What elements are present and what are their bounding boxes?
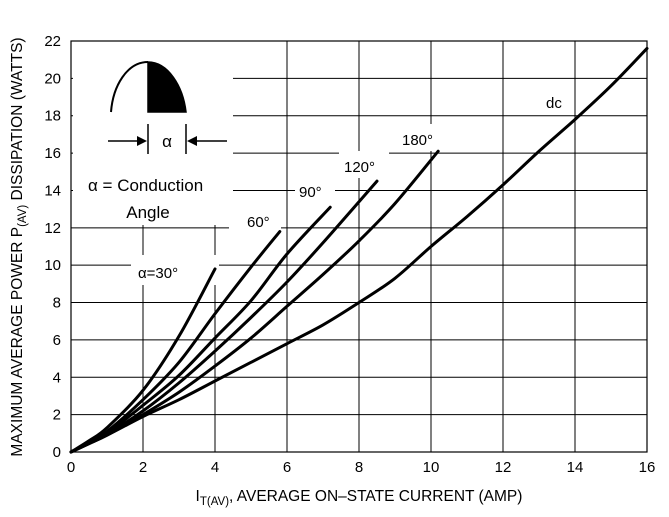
y-tick-label-6: 6 <box>53 332 61 349</box>
x-tick-labels: 0 2 4 6 8 10 12 14 16 <box>67 459 656 476</box>
x-axis-title: IT(AV), AVERAGE ON–STATE CURRENT (AMP) <box>196 488 523 508</box>
x-tick-label-8: 8 <box>355 459 363 476</box>
y-tick-label-16: 16 <box>44 145 61 162</box>
arrow-right-head-icon <box>187 136 197 146</box>
y-tick-label-0: 0 <box>53 444 61 461</box>
curves <box>69 46 649 454</box>
conduction-legend-line1: α = Conduction <box>88 176 203 195</box>
curve-label-180: 180° <box>402 132 433 149</box>
x-tick-label-14: 14 <box>567 459 584 476</box>
y-tick-label-12: 12 <box>44 220 61 237</box>
curve-label-90: 90° <box>299 184 322 201</box>
x-tick-label-4: 4 <box>211 459 219 476</box>
curve-label-30: α=30° <box>138 265 178 282</box>
y-tick-label-2: 2 <box>53 407 61 424</box>
x-tick-label-12: 12 <box>495 459 512 476</box>
y-tick-label-22: 22 <box>44 33 61 50</box>
plot-frame <box>70 40 648 453</box>
label-backgrounds <box>73 37 572 285</box>
conduction-legend-line2: Angle <box>126 203 169 222</box>
arrow-left-head-icon <box>137 136 147 146</box>
y-tick-label-14: 14 <box>44 182 61 199</box>
curve-2 <box>69 205 332 454</box>
y-axis-title: MAXIMUM AVERAGE POWER P(AV) DISSIPATION … <box>9 37 29 456</box>
y-tick-label-18: 18 <box>44 108 61 125</box>
y-tick-label-4: 4 <box>53 369 61 386</box>
y-tick-labels: 0 2 4 6 8 10 12 14 16 18 20 22 <box>44 33 61 461</box>
x-tick-label-10: 10 <box>423 459 440 476</box>
curve-5 <box>69 46 649 454</box>
x-tick-label-2: 2 <box>139 459 147 476</box>
half-sine-outline <box>110 61 149 113</box>
y-tick-label-8: 8 <box>53 295 61 312</box>
conduction-angle-diagram: α α = Conduction Angle <box>88 61 227 222</box>
curve-0 <box>69 267 217 454</box>
alpha-symbol: α <box>162 132 172 151</box>
y-tick-label-10: 10 <box>44 257 61 274</box>
x-tick-label-0: 0 <box>67 459 75 476</box>
curve-label-60: 60° <box>247 214 270 231</box>
x-tick-label-16: 16 <box>639 459 656 476</box>
conduction-region-fill <box>147 61 187 113</box>
curve-label-dc: dc <box>546 95 562 112</box>
x-tick-label-6: 6 <box>283 459 291 476</box>
curve-label-120: 120° <box>344 159 375 176</box>
y-tick-label-20: 20 <box>44 70 61 87</box>
